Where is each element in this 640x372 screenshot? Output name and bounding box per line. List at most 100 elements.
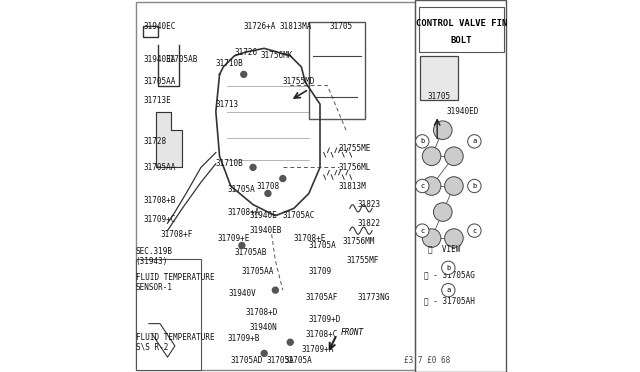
Text: 31705A: 31705A (285, 356, 312, 365)
Circle shape (239, 243, 245, 248)
Circle shape (422, 229, 441, 247)
Text: 31940E: 31940E (250, 211, 277, 220)
Text: 31756ML: 31756ML (339, 163, 371, 172)
Text: 31709+A: 31709+A (301, 345, 334, 354)
Circle shape (433, 203, 452, 221)
Circle shape (442, 283, 455, 297)
Text: 31705AF: 31705AF (305, 293, 337, 302)
Text: 31708+D: 31708+D (246, 308, 278, 317)
Text: 31708+B: 31708+B (143, 196, 175, 205)
Circle shape (468, 179, 481, 193)
Text: SEC.319B
(31943): SEC.319B (31943) (136, 247, 173, 266)
Text: ⓒ - 31705AH: ⓒ - 31705AH (424, 297, 475, 306)
Circle shape (415, 179, 429, 193)
Text: 31713E: 31713E (143, 96, 171, 105)
Text: c: c (472, 228, 477, 234)
Text: BOLT: BOLT (451, 36, 472, 45)
Text: 31940V: 31940V (229, 289, 257, 298)
Text: 31709+B: 31709+B (227, 334, 259, 343)
Text: 31705: 31705 (330, 22, 353, 31)
Text: 31756MK: 31756MK (260, 51, 293, 60)
Text: FLUID TEMPERATURE
S\S R-2: FLUID TEMPERATURE S\S R-2 (136, 333, 214, 352)
Text: £3 7 £0 68: £3 7 £0 68 (404, 356, 450, 365)
Text: 31705AA: 31705AA (143, 77, 175, 86)
Text: 31705A: 31705A (309, 241, 337, 250)
Circle shape (241, 71, 246, 77)
Text: 31813M: 31813M (339, 182, 366, 190)
Circle shape (422, 147, 441, 166)
Circle shape (445, 177, 463, 195)
Text: 31940ED: 31940ED (447, 107, 479, 116)
Text: b: b (446, 265, 451, 271)
Text: 31728: 31728 (143, 137, 166, 146)
Text: ⓑ - 31705AG: ⓑ - 31705AG (424, 271, 475, 280)
Circle shape (261, 350, 267, 356)
Bar (415, 0, 506, 372)
Text: c: c (420, 228, 424, 234)
Circle shape (265, 190, 271, 196)
Circle shape (415, 224, 429, 237)
Text: 31705A: 31705A (227, 185, 255, 194)
Bar (143, 26, 158, 37)
Circle shape (250, 164, 256, 170)
Polygon shape (156, 112, 182, 167)
Text: 31726+A: 31726+A (244, 22, 276, 31)
Text: 31713: 31713 (216, 100, 239, 109)
Text: 31705AB: 31705AB (234, 248, 267, 257)
Text: 31705AD: 31705AD (231, 356, 263, 365)
Text: FRONT: FRONT (340, 328, 364, 337)
Text: 31726: 31726 (234, 48, 257, 57)
Circle shape (422, 177, 441, 195)
Text: 31940N: 31940N (250, 323, 277, 332)
Text: a: a (446, 287, 451, 293)
Text: 31708: 31708 (257, 182, 280, 190)
Text: a: a (472, 138, 477, 144)
Text: 31709+D: 31709+D (309, 315, 341, 324)
Text: 31705AA: 31705AA (242, 267, 275, 276)
Text: ⓐ  VIEW: ⓐ VIEW (428, 245, 460, 254)
Circle shape (415, 135, 429, 148)
Text: 31755MF: 31755MF (346, 256, 378, 265)
Text: b: b (472, 183, 477, 189)
Text: 31709: 31709 (309, 267, 332, 276)
Text: 31822: 31822 (357, 219, 380, 228)
Circle shape (433, 121, 452, 140)
Text: 31705AA: 31705AA (143, 163, 175, 172)
Text: 31813MA: 31813MA (279, 22, 312, 31)
Bar (419, 7, 504, 52)
Text: 31710B: 31710B (216, 159, 244, 168)
Text: 31940EC: 31940EC (143, 22, 175, 31)
Text: 31756MM: 31756MM (342, 237, 374, 246)
Text: 31755ME: 31755ME (339, 144, 371, 153)
Text: FLUID TEMPERATURE
SENSOR-1: FLUID TEMPERATURE SENSOR-1 (136, 273, 214, 292)
Text: 31708+A: 31708+A (227, 208, 259, 217)
Circle shape (445, 147, 463, 166)
Circle shape (273, 287, 278, 293)
Text: CONTROL VALVE FIN: CONTROL VALVE FIN (415, 19, 507, 28)
Text: 31708+F: 31708+F (160, 230, 193, 239)
Text: 31823: 31823 (357, 200, 380, 209)
Bar (136, 259, 201, 370)
Text: 31940EB: 31940EB (250, 226, 282, 235)
Circle shape (280, 176, 286, 182)
Text: 31773NG: 31773NG (357, 293, 390, 302)
Text: 31705A: 31705A (266, 356, 294, 365)
Text: 31705: 31705 (428, 92, 451, 101)
Text: b: b (420, 138, 424, 144)
Bar (420, 56, 458, 100)
Text: 31709+E: 31709+E (218, 234, 250, 243)
Circle shape (442, 261, 455, 275)
Circle shape (468, 224, 481, 237)
Text: 31705AB: 31705AB (166, 55, 198, 64)
Text: 31940EA: 31940EA (143, 55, 175, 64)
Text: 31708+C: 31708+C (305, 330, 337, 339)
Text: c: c (420, 183, 424, 189)
Text: 31708+E: 31708+E (294, 234, 326, 243)
Circle shape (468, 135, 481, 148)
Bar (309, 22, 365, 119)
Text: 31709+C: 31709+C (143, 215, 175, 224)
Circle shape (445, 229, 463, 247)
Text: 31755MD: 31755MD (283, 77, 315, 86)
Text: 31705AC: 31705AC (283, 211, 315, 220)
Circle shape (287, 339, 293, 345)
